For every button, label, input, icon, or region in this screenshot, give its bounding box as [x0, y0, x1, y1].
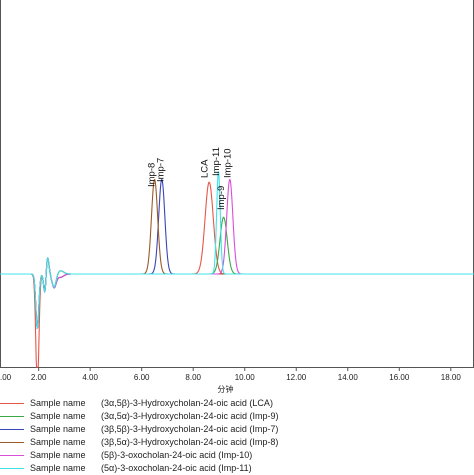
series-line-6: [0, 171, 474, 330]
legend-series-name: (3β,5α)-3-Hydroxycholan-24-oic acid (Imp…: [101, 437, 279, 447]
series-line-1: [0, 181, 474, 368]
x-tick-label: 2.00: [31, 373, 47, 382]
legend: Sample name (3α,5β)-3-Hydroxycholan-24-oi…: [0, 397, 474, 475]
legend-sample-prefix: Sample name: [30, 437, 86, 447]
legend-swatch: [0, 442, 24, 443]
x-tick-label: 18.00: [441, 373, 462, 382]
x-tick-label: 6.00: [134, 373, 150, 382]
x-tick-label-clipped: .00: [0, 373, 12, 382]
series-line-4: [0, 179, 474, 330]
legend-series-name: (5α)-3-oxocholan-24-oic acid (Imp-11): [101, 463, 252, 473]
legend-series-name: (5β)-3-oxocholan-24-oic acid (Imp-10): [101, 450, 253, 460]
peak-label: Imp-7: [156, 158, 167, 182]
legend-series-name: (3β,5β)-3-Hydroxycholan-24-oic acid (Imp…: [101, 424, 279, 434]
x-tick-label: 16.00: [389, 373, 410, 382]
legend-item: Sample name (3β,5α)-3-Hydroxycholan-24-oi…: [0, 436, 474, 449]
series-line-2: [0, 216, 474, 330]
peak-label: Imp-9: [216, 186, 227, 210]
x-axis-title: 分钟: [217, 384, 233, 394]
x-tick-label: 8.00: [185, 373, 201, 382]
legend-sample-prefix: Sample name: [30, 450, 86, 460]
series-layer: [0, 171, 474, 368]
peak-label: LCA: [199, 159, 210, 178]
legend-swatch: [0, 416, 24, 417]
legend-sample-prefix: Sample name: [30, 463, 86, 473]
legend-sample-prefix: Sample name: [30, 424, 86, 434]
legend-series-name: (3α,5α)-3-Hydroxycholan-24-oic acid (Imp…: [101, 411, 279, 421]
peak-label: Imp-10: [223, 148, 234, 178]
legend-series-name: (3α,5β)-3-Hydroxycholan-24-oic acid (LCA…: [101, 398, 273, 408]
legend-item: Sample name (3α,5α)-3-Hydroxycholan-24-oi…: [0, 410, 474, 423]
plot-frame: [0, 0, 474, 368]
peak-label: Imp-11: [211, 147, 222, 176]
legend-swatch: [0, 403, 24, 404]
legend-item: Sample name (3α,5β)-3-Hydroxycholan-24-oi…: [0, 397, 474, 410]
legend-item: Sample name (5α)-3-oxocholan-24-oic acid …: [0, 462, 474, 475]
legend-item: Sample name (5β)-3-oxocholan-24-oic acid …: [0, 449, 474, 462]
legend-swatch: [0, 429, 24, 430]
x-tick-label: 12.00: [286, 373, 307, 382]
x-tick-label: 4.00: [82, 373, 98, 382]
x-axis: 2.00 4.00 6.00 8.00 10.00 12.00 14.00 16.00 18.0…: [0, 367, 461, 394]
series-line-3: [0, 178, 474, 330]
peak-label: Imp-8: [147, 163, 158, 187]
x-tick-label: 10.00: [235, 373, 256, 382]
legend-item: Sample name (3β,5β)-3-Hydroxycholan-24-oi…: [0, 423, 474, 436]
x-tick-label: 14.00: [338, 373, 359, 382]
legend-sample-prefix: Sample name: [30, 398, 86, 408]
legend-swatch: [0, 455, 24, 456]
legend-swatch: [0, 468, 24, 469]
series-line-5: [0, 178, 474, 330]
legend-sample-prefix: Sample name: [30, 411, 86, 421]
